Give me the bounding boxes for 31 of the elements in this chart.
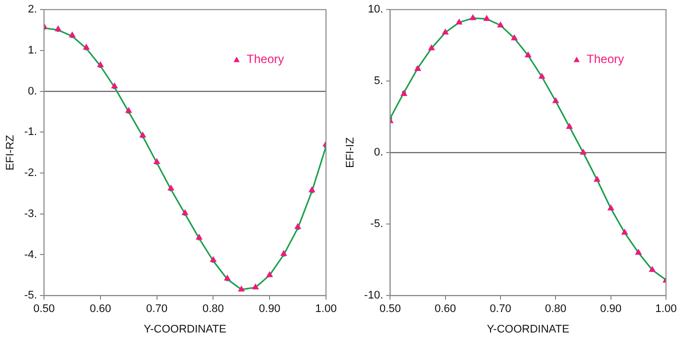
x-tick-label: 0.70 <box>146 303 168 316</box>
y-tick-label: -10. <box>364 290 384 302</box>
y-tick-label: -1. <box>24 126 38 138</box>
y-tick-label: 10. <box>368 4 384 16</box>
y-tick-label: 0. <box>374 146 384 159</box>
y-tick-label: 5. <box>374 75 384 88</box>
x-tick-label: 0.50 <box>33 303 55 316</box>
y-tick-label: -5. <box>24 290 38 302</box>
y-tick-label: -3. <box>24 208 38 220</box>
x-tick-label: 0.70 <box>490 303 512 316</box>
x-tick-label: 0.90 <box>600 303 622 316</box>
x-tick-label: 0.60 <box>434 303 456 316</box>
x-tick-label: 0.50 <box>379 303 401 316</box>
y-tick-label: 2. <box>28 4 38 16</box>
x-axis-title: Y-COORDINATE <box>144 323 226 336</box>
x-tick-label: 1.00 <box>315 303 337 316</box>
x-axis-title: Y-COORDINATE <box>486 323 570 336</box>
y-axis-title: EFI-IZ <box>344 137 357 168</box>
y-tick-label: -5. <box>370 218 384 230</box>
x-tick-label: 0.90 <box>258 303 280 316</box>
y-tick-label: 0. <box>28 85 38 98</box>
x-tick-label: 0.80 <box>544 303 566 316</box>
y-tick-label: -2. <box>24 167 38 180</box>
y-axis-title: EFI-RZ <box>4 134 17 170</box>
x-tick-label: 1.00 <box>655 303 677 316</box>
x-tick-label: 0.60 <box>90 303 112 316</box>
x-tick-label: 0.80 <box>202 303 224 316</box>
legend-label: Theory <box>586 52 624 66</box>
y-tick-label: 1. <box>28 44 38 56</box>
y-tick-label: -4. <box>24 248 38 261</box>
legend-label: Theory <box>246 52 284 66</box>
